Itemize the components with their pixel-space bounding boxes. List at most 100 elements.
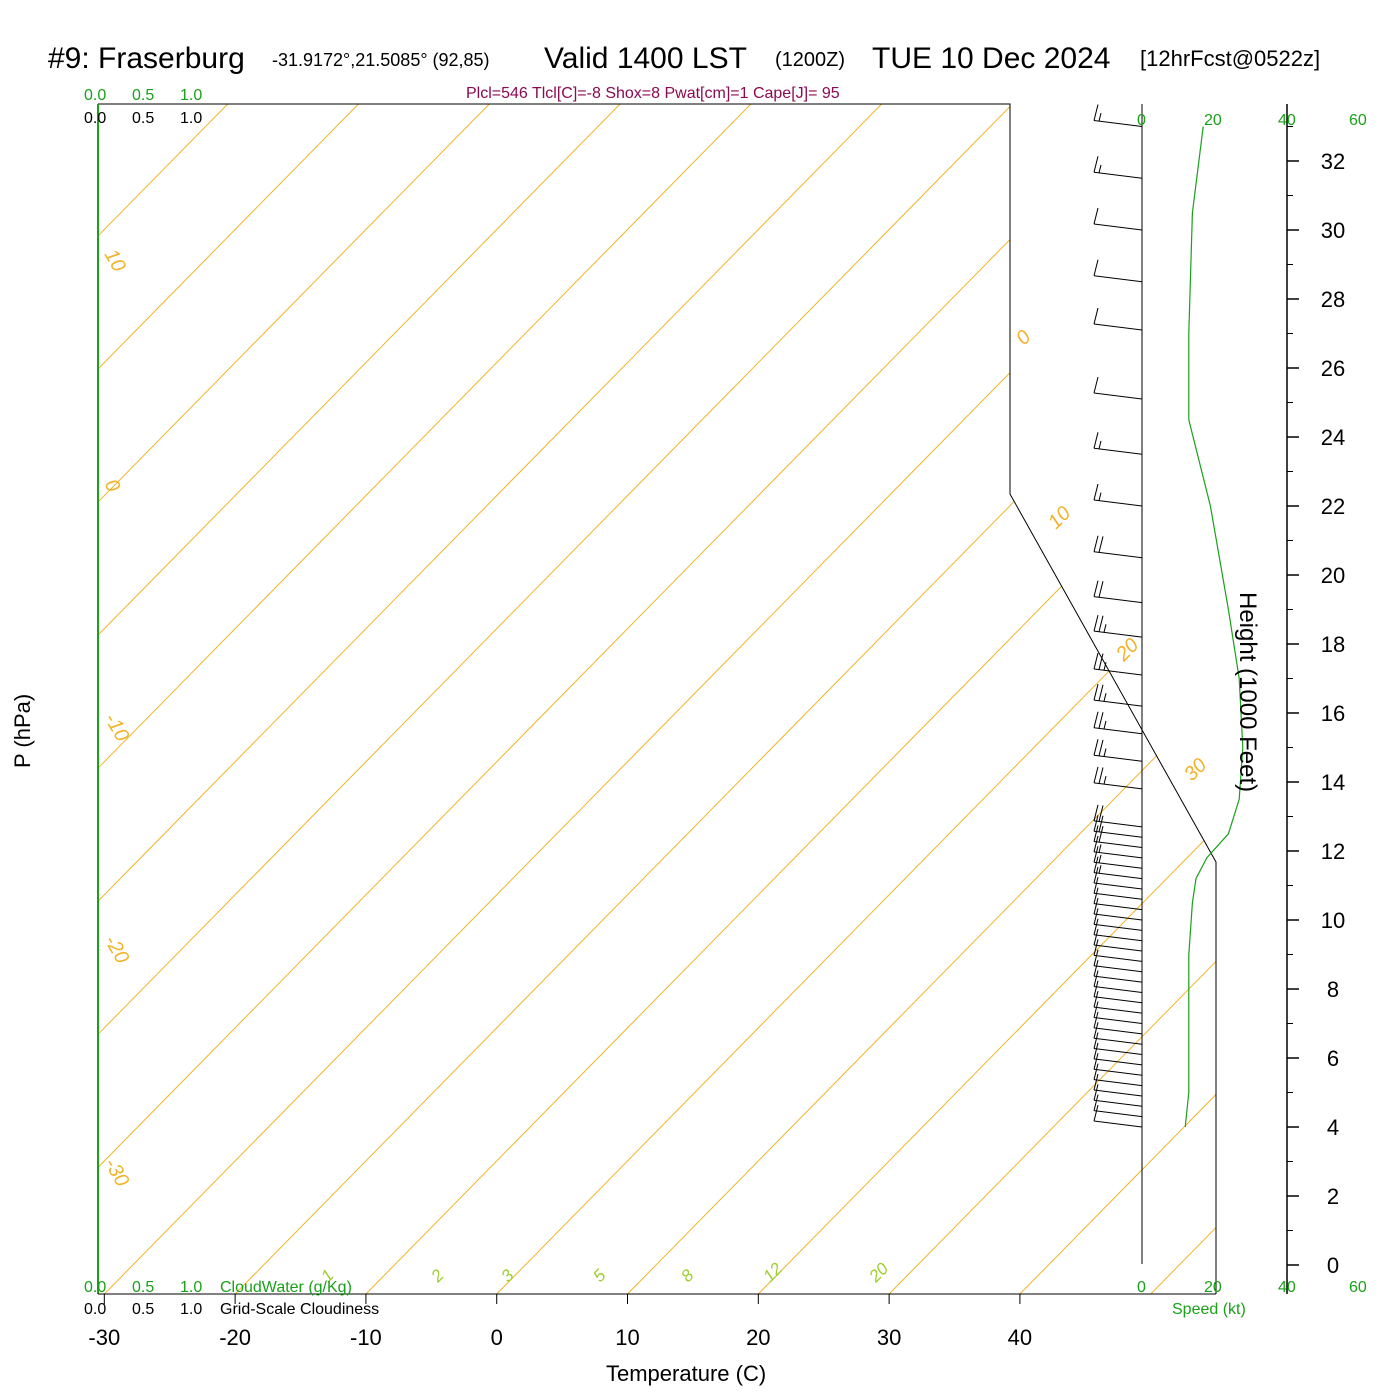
wind-barb-shaft — [1093, 1006, 1143, 1014]
speed-bottom-40: 40 — [1278, 1279, 1296, 1296]
wind-barb-shaft — [1093, 699, 1143, 707]
isotherm-line — [1282, 104, 1400, 1294]
wind-barb-flag — [1093, 739, 1099, 756]
station-coordinates: -31.9172°,21.5085° (92,85) — [272, 50, 490, 70]
wind-barb-flag — [1098, 536, 1104, 553]
height-tick-label: 32 — [1321, 149, 1345, 174]
isotherm-label: 20 — [1111, 634, 1143, 666]
wind-barb-flag — [1093, 1042, 1099, 1060]
speed-label: Speed (kt) — [1172, 1301, 1246, 1318]
wind-barb-half-flag — [1103, 693, 1107, 702]
isotherm-line — [1150, 104, 1216, 1294]
wind-barb-flag — [1093, 949, 1099, 966]
pressure-axis-label: P (hPa) — [10, 694, 35, 768]
isotherm-line — [98, 104, 883, 1294]
wind-speed-profile — [1184, 126, 1244, 1128]
wind-barb-flag — [1093, 711, 1099, 728]
wind-barb-flag — [1098, 684, 1104, 701]
wind-barb-flag — [1093, 877, 1099, 894]
wind-barb-flag — [1093, 846, 1099, 863]
temperature-tick-label: 10 — [615, 1325, 639, 1350]
wind-barb-flag — [1093, 1084, 1099, 1101]
wind-barb-flag — [1093, 432, 1099, 449]
temperature-tick-label: -20 — [219, 1325, 251, 1350]
isotherm-line — [234, 104, 1216, 1294]
speed-scale-bottom: 0 20 40 60 Speed (kt) — [1137, 1279, 1367, 1318]
wind-barb-flag — [1093, 259, 1099, 276]
wind-barb-shaft — [1093, 1017, 1143, 1024]
wind-barb-flag — [1093, 939, 1099, 956]
speed-top-20: 20 — [1204, 112, 1222, 129]
wind-barb-flag — [1093, 1001, 1099, 1018]
height-tick-label: 12 — [1321, 839, 1345, 864]
scale-bottom-green-1: 0.5 — [132, 1279, 154, 1296]
wind-barb-flag — [1093, 307, 1099, 325]
wind-barb-half-flag — [1103, 624, 1107, 633]
wind-barb-shaft — [1093, 1110, 1143, 1118]
isotherm-line — [98, 104, 359, 1294]
wind-barb-shaft — [1093, 120, 1143, 127]
mixing-ratio-label: 20 — [865, 1259, 893, 1287]
wind-barb-shaft — [1093, 903, 1143, 911]
wind-barb-flag — [1093, 766, 1099, 784]
wind-barb-flag — [1093, 483, 1099, 501]
wind-barb-flag — [1098, 826, 1104, 843]
height-tick-label: 22 — [1321, 494, 1345, 519]
wind-barb-shaft — [1093, 923, 1143, 931]
wind-barb-flag — [1093, 683, 1099, 701]
wind-barb-shaft — [1093, 934, 1143, 942]
scale-bottom-black-0: 0.0 — [84, 1301, 106, 1318]
wind-barb-shaft — [1093, 596, 1143, 604]
wind-barb-flag — [1098, 653, 1104, 670]
scale-top-green-1: 0.5 — [132, 87, 154, 104]
valid-time: Valid 1400 LST — [544, 42, 747, 75]
wind-barb-flag — [1093, 918, 1099, 935]
isotherm-label: -20 — [100, 932, 134, 968]
mixing-ratio-label: 5 — [589, 1265, 610, 1286]
wind-barb-shaft — [1093, 954, 1143, 962]
wind-barb-flag — [1093, 535, 1099, 552]
wind-barb-shaft — [1093, 1120, 1143, 1128]
speed-top-60: 60 — [1349, 112, 1367, 129]
wind-barb-flag — [1093, 928, 1099, 946]
wind-barb-flag — [1093, 1094, 1099, 1111]
scale-top-black-2: 1.0 — [180, 110, 202, 127]
height-tick-label: 0 — [1327, 1253, 1339, 1278]
height-tick-label: 28 — [1321, 287, 1345, 312]
wind-barb-half-flag — [1103, 720, 1107, 730]
wind-barb-flag — [1093, 825, 1099, 842]
temperature-tick-label: -30 — [88, 1325, 120, 1350]
wind-barb-shaft — [1093, 447, 1143, 455]
wind-barb-flag — [1093, 856, 1099, 873]
wind-barb-half-flag — [1103, 748, 1107, 757]
wind-barb-shaft — [1093, 985, 1143, 993]
wind-barb-shaft — [1093, 851, 1143, 859]
wind-barb-flag — [1098, 815, 1104, 832]
wind-barb-flag — [1093, 156, 1099, 173]
wind-barb-shaft — [1093, 861, 1143, 869]
wind-barb-shaft — [1093, 965, 1143, 973]
wind-barb-shaft — [1093, 782, 1143, 790]
speed-top-0: 0 — [1137, 112, 1146, 129]
speed-scale-top: 0 20 40 60 — [1137, 112, 1367, 129]
temperature-tick-label: 40 — [1008, 1325, 1032, 1350]
isotherm-line — [98, 104, 490, 1294]
height-axis-label: Height (1000 Feet) — [1234, 592, 1261, 792]
wind-barb-flag — [1093, 614, 1099, 632]
isotherm-line — [98, 104, 1144, 1294]
wind-barb-shaft — [1093, 1099, 1143, 1107]
height-tick-label: 20 — [1321, 563, 1345, 588]
height-tick-label: 10 — [1321, 908, 1345, 933]
height-tick-label: 14 — [1321, 770, 1345, 795]
wind-barb-flag — [1098, 615, 1104, 632]
scale-bottom-black-2: 1.0 — [180, 1301, 202, 1318]
wind-barb-shaft — [1093, 1027, 1143, 1035]
wind-barb-flag — [1093, 1022, 1099, 1039]
wind-barb-shaft — [1093, 499, 1143, 507]
wind-barb-shaft — [1093, 392, 1143, 400]
wind-barb-shaft — [1093, 1037, 1143, 1045]
wind-barb-flag — [1093, 104, 1099, 121]
wind-barb-shaft — [1093, 944, 1143, 952]
